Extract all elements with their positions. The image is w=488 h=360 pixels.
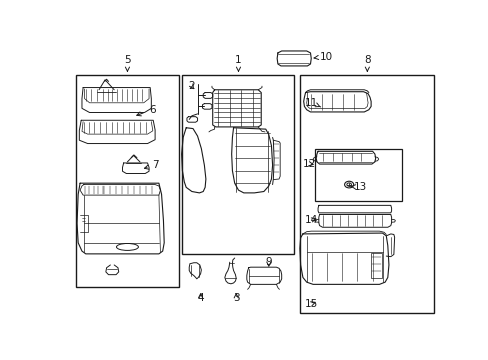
Text: 2: 2 — [188, 81, 195, 91]
Text: 10: 10 — [313, 51, 332, 62]
Text: 15: 15 — [304, 299, 317, 309]
Text: 12: 12 — [302, 159, 315, 169]
Text: 5: 5 — [124, 55, 130, 71]
Text: 14: 14 — [304, 215, 317, 225]
Text: 1: 1 — [235, 55, 241, 71]
Text: 7: 7 — [144, 160, 159, 170]
Text: 6: 6 — [137, 105, 155, 116]
Bar — [76, 75, 178, 287]
Bar — [370, 253, 382, 278]
Bar — [182, 75, 294, 254]
Text: 8: 8 — [363, 55, 370, 71]
Text: 9: 9 — [265, 257, 271, 267]
Bar — [314, 149, 401, 201]
Text: 13: 13 — [350, 183, 366, 192]
Text: 11: 11 — [304, 98, 320, 108]
Text: 3: 3 — [232, 293, 239, 303]
Bar — [299, 75, 433, 314]
Text: 4: 4 — [197, 293, 203, 303]
